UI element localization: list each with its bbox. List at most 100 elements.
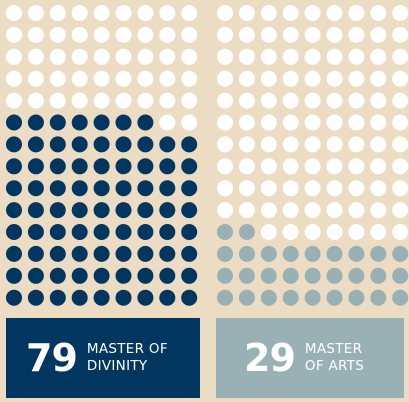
empty-dot (137, 5, 154, 21)
empty-dot (282, 114, 299, 131)
filled-dot (71, 158, 88, 175)
empty-dot (392, 202, 409, 219)
empty-dot (392, 180, 409, 197)
empty-dot (159, 26, 176, 43)
filled-dot (93, 289, 110, 306)
empty-dot (181, 5, 198, 21)
empty-dot (217, 136, 233, 153)
empty-dot (392, 92, 409, 109)
filled-dot (6, 267, 22, 284)
filled-dot (27, 289, 44, 306)
filled-dot (159, 202, 176, 219)
empty-dot (238, 5, 255, 21)
empty-dot (370, 5, 387, 21)
empty-dot (159, 114, 176, 131)
filled-dot (159, 245, 176, 262)
filled-dot (181, 202, 198, 219)
empty-dot (392, 158, 409, 175)
empty-dot (392, 70, 409, 87)
empty-dot (6, 70, 22, 87)
empty-dot (159, 5, 176, 21)
filled-dot (27, 245, 44, 262)
filled-dot (93, 158, 110, 175)
filled-dot (392, 267, 409, 284)
empty-dot (217, 48, 233, 65)
filled-dot (159, 136, 176, 153)
empty-dot (217, 70, 233, 87)
filled-dot (159, 289, 176, 306)
empty-dot (93, 48, 110, 65)
filled-dot (49, 202, 66, 219)
empty-dot (217, 26, 233, 43)
empty-dot (348, 136, 365, 153)
value-label: 79 (26, 336, 78, 380)
empty-dot (93, 70, 110, 87)
empty-dot (348, 224, 365, 240)
empty-dot (370, 48, 387, 65)
empty-dot (326, 114, 343, 131)
empty-dot (304, 48, 321, 65)
filled-dot (49, 245, 66, 262)
filled-dot (93, 180, 110, 197)
empty-dot (71, 5, 88, 21)
filled-dot (282, 289, 299, 306)
empty-dot (282, 26, 299, 43)
empty-dot (27, 92, 44, 109)
filled-dot (260, 289, 277, 306)
filled-dot (115, 267, 132, 284)
empty-dot (260, 224, 277, 240)
empty-dot (282, 5, 299, 21)
empty-dot (49, 5, 66, 21)
filled-dot (326, 245, 343, 262)
filled-dot (49, 136, 66, 153)
empty-dot (304, 26, 321, 43)
empty-dot (159, 92, 176, 109)
filled-dot (49, 267, 66, 284)
empty-dot (326, 70, 343, 87)
empty-dot (181, 70, 198, 87)
empty-dot (282, 224, 299, 240)
filled-dot (326, 289, 343, 306)
filled-dot (27, 136, 44, 153)
empty-dot (71, 48, 88, 65)
empty-dot (370, 136, 387, 153)
filled-dot (137, 224, 154, 240)
empty-dot (93, 5, 110, 21)
filled-dot (137, 114, 154, 131)
filled-dot (115, 114, 132, 131)
filled-dot (71, 267, 88, 284)
empty-dot (137, 26, 154, 43)
empty-dot (348, 5, 365, 21)
filled-dot (137, 289, 154, 306)
filled-dot (49, 289, 66, 306)
empty-dot (326, 92, 343, 109)
empty-dot (260, 158, 277, 175)
empty-dot (27, 48, 44, 65)
filled-dot (159, 224, 176, 240)
empty-dot (282, 92, 299, 109)
empty-dot (370, 224, 387, 240)
filled-dot (137, 158, 154, 175)
empty-dot (71, 92, 88, 109)
empty-dot (304, 5, 321, 21)
empty-dot (27, 70, 44, 87)
filled-dot (93, 202, 110, 219)
empty-dot (238, 202, 255, 219)
empty-dot (217, 92, 233, 109)
empty-dot (217, 202, 233, 219)
filled-dot (115, 158, 132, 175)
filled-dot (27, 202, 44, 219)
empty-dot (137, 48, 154, 65)
empty-dot (181, 114, 198, 131)
filled-dot (115, 245, 132, 262)
empty-dot (6, 92, 22, 109)
series-name: MASTER OF DIVINITY (86, 341, 168, 374)
filled-dot (217, 245, 233, 262)
filled-dot (159, 158, 176, 175)
empty-dot (238, 70, 255, 87)
filled-dot (348, 289, 365, 306)
empty-dot (115, 26, 132, 43)
label-box: 79 MASTER OF DIVINITY (6, 318, 200, 398)
